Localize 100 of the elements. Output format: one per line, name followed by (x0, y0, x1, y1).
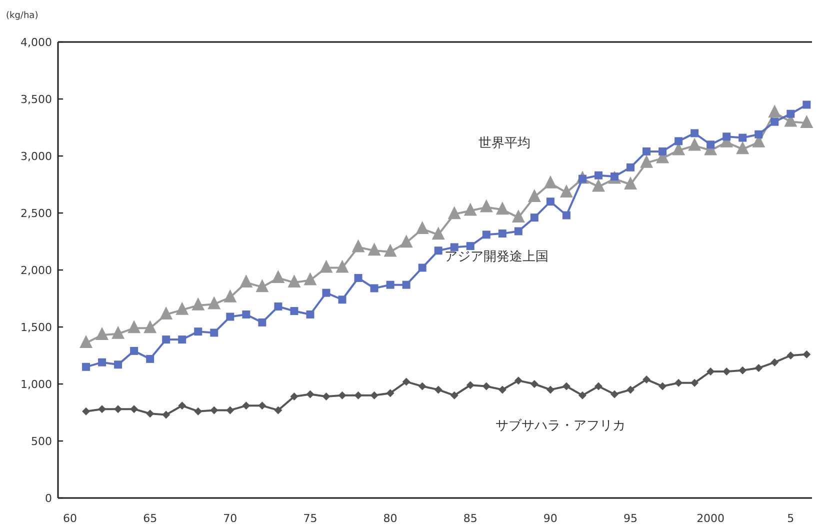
point (594, 171, 602, 180)
point (594, 382, 602, 390)
point (80, 334, 93, 348)
point (690, 129, 699, 138)
point (272, 270, 285, 283)
point (306, 390, 314, 398)
point (674, 137, 683, 146)
point (528, 189, 541, 202)
point (402, 378, 410, 386)
point (160, 306, 173, 320)
point (592, 178, 605, 192)
point (338, 391, 346, 400)
x-tick-label: 60 (63, 512, 78, 525)
x-tick-label: 90 (543, 512, 558, 525)
y-tick-label: 0 (45, 492, 52, 505)
point (688, 138, 702, 151)
x-tick-label: 75 (303, 512, 318, 525)
y-tick-label: 2,000 (20, 264, 52, 277)
point (514, 376, 522, 385)
point (530, 214, 538, 222)
point (274, 406, 282, 414)
point (178, 402, 186, 410)
point (498, 386, 506, 394)
point (562, 382, 570, 390)
point (322, 288, 330, 297)
point (738, 134, 747, 142)
point (546, 198, 554, 206)
x-tick-label: 80 (383, 512, 398, 525)
point (640, 154, 654, 168)
x-tick-label: 65 (143, 512, 158, 525)
point (114, 405, 122, 414)
point (112, 326, 125, 339)
point (802, 100, 811, 109)
point (352, 239, 365, 252)
point (82, 362, 90, 371)
series-label: アジア開発途上国 (444, 250, 548, 265)
point (658, 147, 667, 156)
point (448, 206, 461, 220)
y-tick-label: 1,000 (20, 378, 52, 391)
point (546, 386, 554, 394)
point (498, 230, 506, 238)
point (370, 391, 378, 400)
point (464, 202, 477, 216)
point (130, 346, 138, 355)
y-tick-label: 500 (31, 435, 52, 448)
point (306, 310, 314, 318)
point (480, 199, 493, 212)
point (402, 280, 410, 289)
point (98, 358, 106, 366)
point (386, 280, 394, 289)
point (770, 358, 779, 366)
point (530, 380, 538, 388)
point (512, 210, 525, 223)
point (242, 310, 250, 318)
point (320, 260, 333, 273)
point (176, 302, 189, 315)
point (482, 230, 490, 239)
point (226, 406, 234, 414)
text: 世界平均 (478, 136, 530, 152)
point (626, 386, 635, 394)
x-tick-label: 95 (624, 512, 638, 525)
point (354, 274, 362, 282)
point (754, 364, 763, 372)
point (130, 405, 138, 414)
y-tick-label: 1,500 (20, 321, 52, 334)
point (514, 227, 522, 236)
y-tick-label: 4,000 (20, 36, 52, 49)
point (450, 391, 458, 400)
point (786, 352, 795, 360)
series-label: サブサハラ・アフリカ (495, 418, 626, 434)
point (418, 264, 426, 272)
point (194, 407, 202, 416)
point (802, 350, 811, 358)
point (544, 175, 557, 188)
point (674, 378, 683, 387)
point (210, 328, 218, 337)
point (642, 375, 651, 384)
point (786, 110, 795, 118)
point (224, 289, 237, 302)
point (258, 318, 266, 326)
y-tick-label: 3,500 (20, 93, 52, 106)
point (722, 132, 731, 141)
point (370, 284, 378, 292)
point (146, 410, 154, 418)
point (754, 130, 763, 138)
point (210, 406, 218, 414)
x-tick-label: 85 (463, 512, 478, 525)
point (128, 320, 141, 334)
point (98, 405, 106, 414)
point (338, 296, 346, 304)
point (466, 242, 474, 250)
point (706, 140, 715, 149)
y-axis-title: (kg/ha) (6, 11, 38, 21)
y-tick-label: 2,500 (20, 207, 52, 220)
point (658, 382, 667, 390)
point (690, 378, 699, 387)
point (400, 234, 413, 248)
point (624, 176, 638, 190)
point (800, 114, 814, 128)
point (416, 220, 429, 234)
